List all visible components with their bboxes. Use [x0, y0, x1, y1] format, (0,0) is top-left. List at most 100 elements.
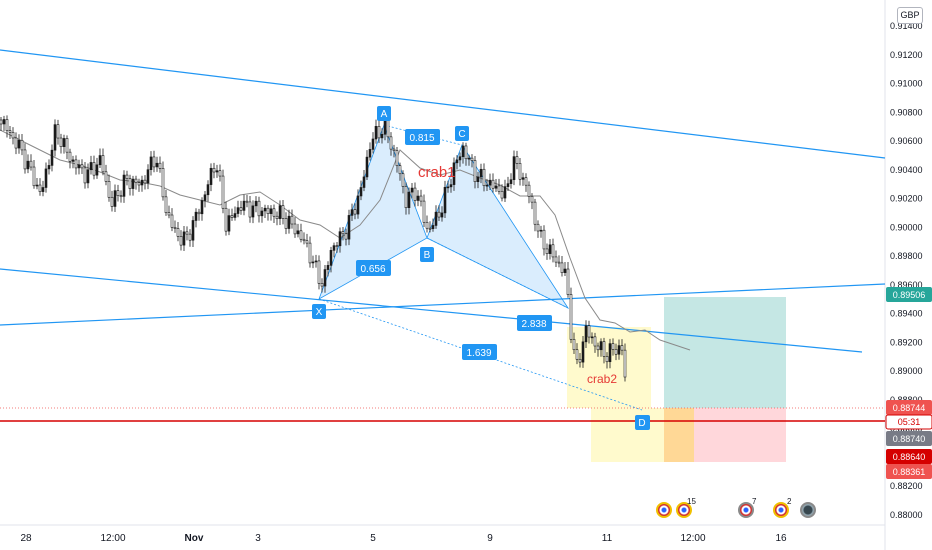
ratio-tag-ab[interactable]: 0.656: [356, 260, 391, 276]
candle-body: [602, 341, 606, 357]
candle-body: [50, 149, 54, 166]
candle-body: [197, 211, 201, 215]
ratio-tag-bc[interactable]: 0.815: [405, 129, 440, 145]
crab1-label: crab1: [418, 164, 456, 181]
candle-body: [575, 349, 579, 360]
uk-flag-event-icon[interactable]: [656, 502, 672, 518]
candle-body: [269, 208, 273, 214]
candle-body: [35, 184, 39, 187]
candle-body: [617, 345, 621, 355]
candle-body: [302, 238, 306, 242]
candle-body: [62, 138, 66, 147]
candle-body: [368, 149, 372, 158]
price-tick-label: 0.88000: [890, 510, 923, 520]
candle-body: [479, 168, 483, 178]
price-tick-label: 0.90000: [890, 222, 923, 232]
candle-body: [524, 177, 528, 186]
time-label-1200-a: 12:00: [100, 533, 125, 544]
candles: [0, 111, 627, 382]
candle-body: [359, 187, 363, 197]
candle-body: [572, 339, 576, 351]
candle-body: [440, 212, 444, 218]
candle-body: [194, 211, 198, 221]
candle-body: [77, 164, 81, 169]
candle-body: [605, 356, 609, 363]
candle-body: [599, 341, 603, 351]
svg-text:0.88640: 0.88640: [893, 452, 926, 462]
event-count-badge: 2: [787, 497, 792, 506]
candle-body: [239, 207, 243, 211]
candle-body: [17, 139, 21, 149]
candle-body: [155, 162, 159, 168]
crab2-zone-upper[interactable]: [567, 327, 651, 408]
countdown-tag: 05:31: [885, 414, 932, 430]
candle-body: [425, 221, 429, 229]
candle-body: [59, 137, 63, 147]
dividend-event-icon[interactable]: [800, 502, 816, 518]
candle-body: [608, 343, 612, 363]
uk-flag-event-icon[interactable]: [676, 502, 692, 518]
currency-badge[interactable]: GBP: [897, 7, 923, 24]
profit-zone[interactable]: [664, 297, 786, 408]
candle-body: [26, 160, 30, 170]
ratio-tag-xd[interactable]: 1.639: [462, 344, 497, 360]
candle-body: [614, 349, 618, 355]
upper-trend-line[interactable]: [0, 49, 886, 159]
candle-body: [290, 215, 294, 225]
svg-text:0.88744: 0.88744: [893, 403, 926, 413]
candle-body: [377, 126, 381, 139]
candle-body: [569, 294, 573, 340]
candle-body: [374, 126, 378, 140]
candle-body: [395, 150, 399, 166]
candle-body: [431, 225, 435, 229]
time-label-9: 9: [487, 533, 493, 544]
point-b-tag[interactable]: B: [420, 247, 434, 262]
candle-body: [248, 201, 252, 218]
point-d-tag[interactable]: D: [635, 415, 650, 430]
candle-body: [299, 230, 303, 240]
price-tick-label: 0.91200: [890, 50, 923, 60]
stop-price-tag: 0.88640: [886, 449, 932, 464]
candle-body: [590, 336, 594, 339]
candle-body: [596, 345, 600, 351]
target-price-tag: 0.88744: [886, 400, 932, 415]
candle-body: [518, 163, 522, 180]
ratio-tag-cd[interactable]: 2.838: [517, 315, 552, 331]
candle-body: [365, 156, 369, 178]
candle-body: [338, 231, 342, 247]
rising-trend-line[interactable]: [0, 283, 886, 326]
candle-body: [326, 265, 330, 270]
candle-body: [98, 155, 102, 166]
candle-body: [149, 156, 153, 171]
candle-body: [521, 177, 525, 180]
candle-body: [176, 228, 180, 237]
candle-body: [428, 227, 432, 230]
point-a-tag[interactable]: A: [377, 106, 391, 121]
candle-body: [467, 157, 471, 160]
candle-body: [251, 205, 255, 218]
xa-d-dotted: [318, 298, 643, 411]
candle-body: [344, 233, 348, 240]
candle-body: [455, 159, 459, 164]
candle-body: [23, 149, 27, 170]
candle-body: [266, 207, 270, 214]
uk-flag-event-icon[interactable]: [773, 502, 789, 518]
point-x-tag[interactable]: X: [312, 304, 326, 319]
point-c-tag[interactable]: C: [455, 126, 469, 141]
candle-body: [329, 250, 333, 266]
candle-body: [578, 358, 582, 363]
candle-body: [587, 325, 591, 338]
middle-trend-line[interactable]: [0, 268, 863, 353]
candle-body: [305, 240, 309, 244]
candle-body: [182, 231, 186, 246]
svg-text:D: D: [638, 418, 645, 429]
candle-body: [434, 211, 438, 226]
candle-body: [500, 190, 504, 199]
candle-body: [173, 226, 177, 229]
candle-body: [236, 207, 240, 214]
earnings-event-icon[interactable]: [738, 502, 754, 518]
candle-body: [539, 229, 543, 232]
candle-body: [206, 184, 210, 196]
